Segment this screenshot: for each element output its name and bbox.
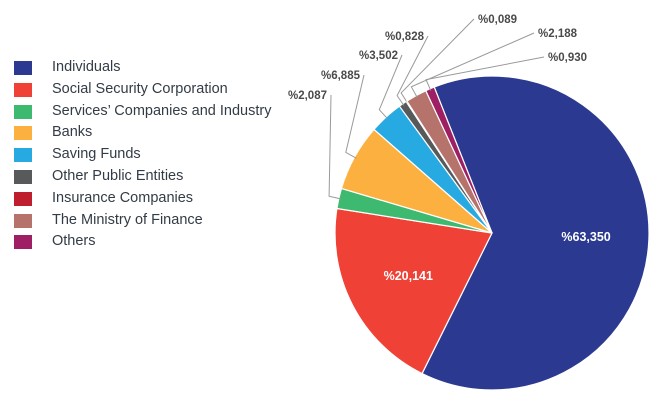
slice-value-label: %63,350 — [561, 230, 610, 244]
slice-value-label: %2,188 — [538, 28, 578, 40]
legend-swatch — [14, 191, 32, 206]
slice-value-label: %3,502 — [359, 50, 398, 62]
leader-line — [328, 94, 341, 200]
pie-slice — [421, 75, 650, 391]
pie-slice — [334, 207, 493, 375]
legend-label: Services’ Companies and Industry — [52, 102, 272, 119]
legend-swatch — [14, 104, 32, 119]
legend-label: Others — [52, 233, 96, 250]
legend-swatch — [14, 148, 32, 163]
slice-value-label: %6,885 — [321, 70, 361, 82]
legend-label: Other Public Entities — [52, 167, 184, 184]
slice-value-label: %0,930 — [548, 52, 587, 64]
slice-value-label: %0,089 — [478, 14, 517, 26]
legend-swatch — [14, 235, 32, 250]
leader-line — [345, 74, 365, 159]
leader-line — [425, 56, 545, 91]
legend-swatch — [14, 213, 32, 228]
legend-label: Insurance Companies — [52, 189, 194, 206]
slice-value-label: %2,087 — [288, 90, 327, 102]
legend-label: The Ministry of Finance — [52, 211, 203, 228]
legend-label: Individuals — [52, 59, 121, 75]
legend-label: Saving Funds — [52, 146, 141, 163]
legend-swatch — [14, 82, 32, 97]
legend-swatch — [14, 126, 32, 141]
slice-value-label: %20,141 — [384, 269, 433, 283]
legend-swatch — [14, 169, 32, 184]
leader-line — [410, 32, 535, 98]
leader-line — [378, 54, 403, 119]
slice-value-label: %0,828 — [385, 31, 425, 43]
leader-line — [400, 18, 475, 104]
legend-label: Social Security Corporation — [52, 80, 228, 97]
legend-label: Banks — [52, 124, 93, 141]
legend-swatch — [14, 61, 32, 75]
leader-line — [396, 35, 429, 106]
